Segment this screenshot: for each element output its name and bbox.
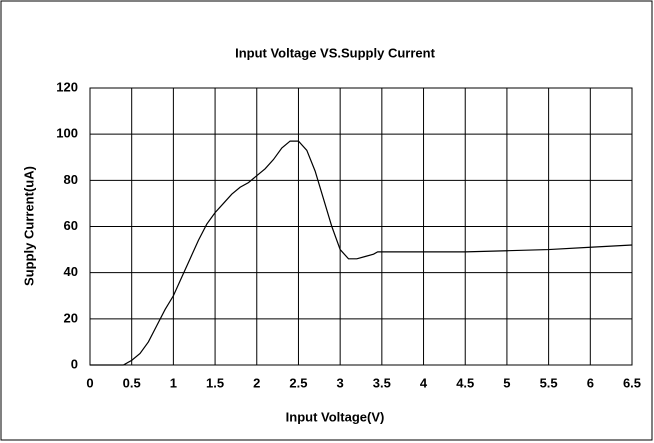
- data-line: [90, 140, 633, 366]
- x-tick-label: 6.5: [623, 375, 641, 390]
- x-tick-label: 4: [420, 375, 428, 390]
- x-axis-label: Input Voltage(V): [286, 409, 385, 424]
- x-tick-label: 2: [253, 375, 260, 390]
- x-tick-label: 1.5: [206, 375, 224, 390]
- y-tick-label: 40: [64, 264, 78, 279]
- y-tick-label: 120: [56, 79, 78, 94]
- y-axis-label: Supply Current(uA): [21, 166, 36, 286]
- y-tick-label: 60: [64, 218, 78, 233]
- x-tick-label: 6: [587, 375, 594, 390]
- x-tick-label: 4.5: [456, 375, 474, 390]
- x-tick-label: 3.5: [373, 375, 391, 390]
- x-tick-label: 2.5: [289, 375, 307, 390]
- x-tick-label: 0.5: [123, 375, 141, 390]
- y-tick-label: 0: [71, 356, 78, 371]
- x-tick-label: 5.5: [540, 375, 558, 390]
- x-tick-label: 5: [503, 375, 510, 390]
- y-tick-label: 80: [64, 172, 78, 187]
- x-tick-label: 0: [86, 375, 93, 390]
- x-tick-label: 1: [170, 375, 177, 390]
- chart-title: Input Voltage VS.Supply Current: [235, 45, 435, 60]
- y-tick-label: 20: [64, 310, 78, 325]
- x-tick-label: 3: [337, 375, 344, 390]
- y-tick-label: 100: [56, 126, 78, 141]
